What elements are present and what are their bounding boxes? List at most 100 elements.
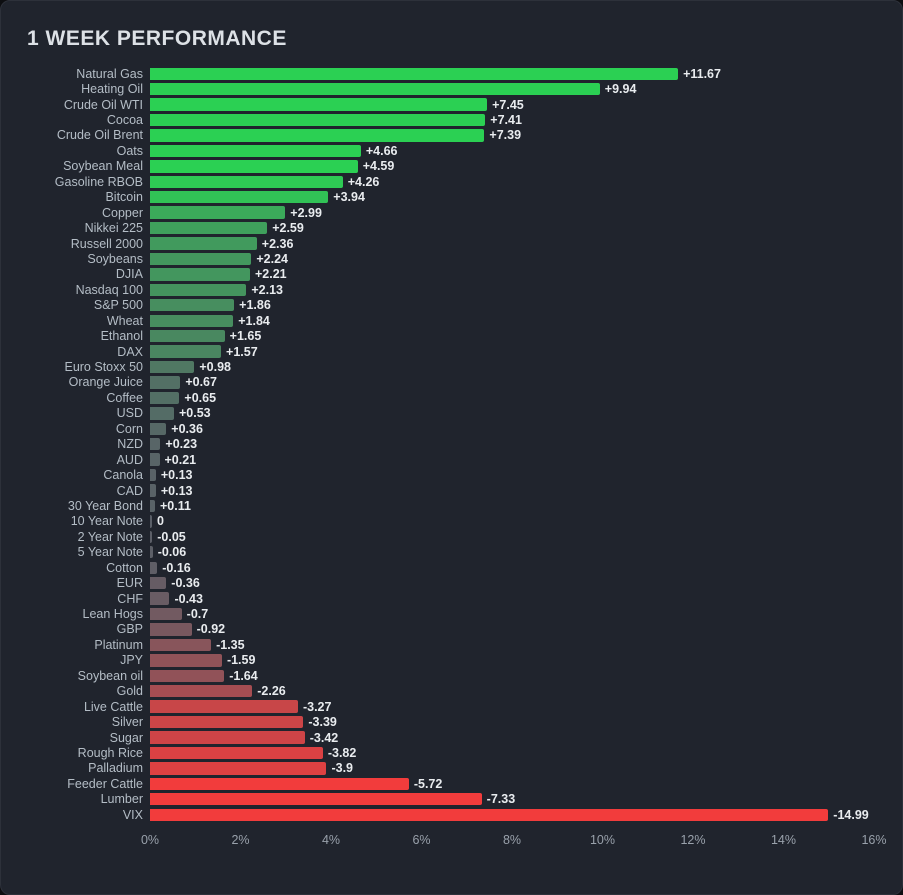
bar-track: +1.57	[150, 344, 874, 359]
bar[interactable]	[150, 237, 257, 250]
bar[interactable]	[150, 82, 600, 96]
x-axis-tick: 2%	[231, 833, 250, 848]
bar[interactable]	[150, 299, 235, 312]
chart-title: 1 WEEK PERFORMANCE	[27, 27, 287, 50]
bar-track: +7.39	[150, 128, 874, 143]
bar[interactable]	[150, 546, 153, 559]
row-label: Coffee	[106, 390, 143, 405]
chart-row: Platinum -1.35	[25, 637, 874, 652]
bar[interactable]	[150, 561, 158, 574]
bar[interactable]	[150, 731, 305, 744]
bar-value: +0.23	[165, 437, 198, 452]
bar[interactable]	[150, 160, 358, 173]
bar[interactable]	[150, 499, 155, 513]
bar[interactable]	[150, 607, 182, 621]
row-label: Natural Gas	[76, 66, 143, 81]
chart-row: Natural Gas +11.67	[25, 66, 874, 81]
bar[interactable]	[150, 206, 286, 219]
bar[interactable]	[150, 654, 222, 667]
chart-row: Cocoa +7.41	[25, 112, 874, 127]
bar[interactable]	[150, 283, 247, 297]
bar[interactable]	[150, 762, 327, 775]
bar[interactable]	[150, 221, 268, 235]
bar-value: +0.53	[178, 406, 211, 421]
bar[interactable]	[150, 98, 488, 111]
bar-track: +1.86	[150, 298, 874, 313]
x-axis-tick: 4%	[321, 833, 341, 848]
chart-row: Rough Rice -3.82	[25, 745, 874, 760]
bar[interactable]	[150, 484, 156, 497]
bar-track: +2.24	[150, 251, 874, 266]
bar[interactable]	[150, 345, 222, 358]
bar[interactable]	[150, 391, 180, 405]
bar[interactable]	[150, 329, 225, 343]
row-label: Rough Rice	[77, 745, 143, 760]
bar[interactable]	[150, 576, 167, 590]
bar[interactable]	[150, 360, 195, 374]
bar-track: +2.21	[150, 267, 874, 282]
bar-value: +4.59	[362, 159, 395, 174]
chart-row: Sugar -3.42	[25, 730, 874, 745]
bar[interactable]	[150, 777, 409, 791]
bar-value: +2.59	[272, 221, 304, 236]
bar-value: -0.43	[174, 591, 203, 606]
bar[interactable]	[150, 422, 167, 435]
row-label: 10 Year Note	[70, 514, 143, 529]
bar[interactable]	[150, 793, 482, 806]
chart-row: Wheat +1.84	[25, 313, 874, 328]
row-label: AUD	[116, 452, 143, 467]
bar[interactable]	[150, 468, 156, 482]
bar[interactable]	[150, 638, 212, 652]
bar[interactable]	[150, 67, 679, 80]
bar[interactable]	[150, 252, 252, 266]
bar[interactable]	[150, 268, 250, 281]
chart-row: GBP -0.92	[25, 622, 874, 637]
row-label: Euro Stoxx 50	[64, 360, 143, 375]
bar[interactable]	[150, 530, 153, 544]
bar-track: +2.99	[150, 205, 874, 220]
chart-row: DAX +1.57	[25, 344, 874, 359]
bar[interactable]	[150, 715, 304, 729]
bar[interactable]	[150, 113, 486, 127]
bar[interactable]	[150, 129, 485, 142]
bar[interactable]	[150, 191, 329, 204]
bar[interactable]	[150, 669, 225, 682]
x-axis-tick: 10%	[589, 833, 616, 848]
chart-row: 2 Year Note -0.05	[25, 529, 874, 544]
bar-track: +0.98	[150, 359, 874, 374]
bar-track: -1.35	[150, 637, 874, 652]
x-axis-tick: 0%	[140, 833, 160, 848]
chart-row: Gold -2.26	[25, 684, 874, 699]
bar[interactable]	[150, 592, 170, 605]
x-axis-tick: 6%	[412, 833, 431, 848]
bar[interactable]	[150, 453, 160, 466]
bar[interactable]	[150, 700, 298, 713]
bar[interactable]	[150, 376, 181, 389]
bar-track: -7.33	[150, 792, 874, 807]
bar[interactable]	[150, 623, 192, 636]
bar-value: +1.65	[229, 329, 262, 344]
bar-value: +2.36	[261, 236, 294, 251]
bar[interactable]	[150, 314, 234, 327]
chart-row: CAD +0.13	[25, 483, 874, 498]
row-label: EUR	[116, 576, 143, 591]
bar[interactable]	[150, 438, 161, 451]
row-label: Soybean oil	[77, 668, 143, 683]
bar-track: -0.43	[150, 591, 874, 606]
bar-value: +0.21	[164, 452, 197, 467]
row-label: Palladium	[88, 761, 143, 776]
bar-track: +2.13	[150, 282, 874, 297]
bar-value: -0.92	[196, 622, 226, 637]
bar[interactable]	[150, 407, 174, 420]
bar[interactable]	[150, 808, 829, 821]
row-label: Oats	[116, 143, 143, 158]
bar[interactable]	[150, 685, 253, 698]
bar[interactable]	[150, 746, 323, 760]
bar[interactable]	[150, 175, 343, 188]
chart-row: CHF -0.43	[25, 591, 874, 606]
chart-row: Copper +2.99	[25, 205, 874, 220]
bar[interactable]	[150, 144, 361, 158]
row-label: Canola	[103, 468, 143, 483]
row-label: Crude Oil WTI	[63, 97, 143, 112]
bar[interactable]	[150, 515, 152, 528]
